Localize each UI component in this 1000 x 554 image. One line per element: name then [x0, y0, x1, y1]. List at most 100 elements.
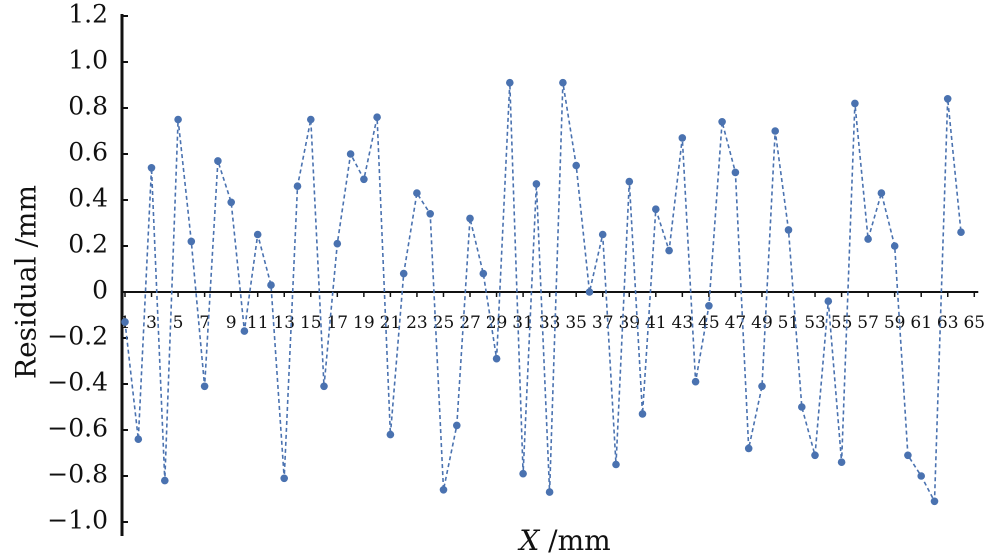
data-point	[864, 235, 872, 243]
axes-group: 1.2 1.0 0.8 0.6 0.4 0.2 0 −0.2 −0.4 −0.6 −0.8 −1.0 1…	[47, 0, 985, 536]
data-point	[559, 78, 567, 87]
data-point	[904, 451, 912, 460]
data-point	[678, 134, 687, 142]
data-point	[731, 168, 740, 177]
x-tick-label: 5	[173, 313, 184, 333]
x-tick-label: 55	[831, 313, 853, 333]
data-point	[453, 421, 461, 430]
data-point	[890, 242, 899, 250]
y-tick-label: 0.4	[68, 184, 108, 213]
y-tick-label: 0	[92, 276, 108, 305]
data-point	[585, 288, 594, 296]
data-point	[253, 230, 262, 239]
data-point	[333, 239, 342, 248]
x-tick-label: 53	[804, 313, 826, 333]
data-point	[638, 410, 647, 418]
x-tick-label: 41	[645, 313, 667, 333]
x-tick-label: 37	[592, 313, 614, 333]
data-point	[943, 95, 952, 103]
data-point	[267, 281, 275, 289]
data-point	[758, 382, 766, 391]
y-tick-label: 1.0	[68, 46, 108, 75]
data-point	[598, 230, 607, 239]
data-point	[532, 180, 541, 188]
x-tick-label: 9	[226, 313, 237, 333]
x-tick-label: 7	[199, 313, 210, 333]
data-point	[784, 226, 793, 234]
data-point	[572, 161, 580, 170]
data-point	[652, 205, 660, 213]
data-point	[161, 476, 169, 485]
x-tick-label: 51	[778, 313, 800, 333]
x-tick-label: 21	[380, 313, 402, 333]
data-point	[917, 472, 925, 480]
series-group	[121, 78, 965, 506]
data-point	[439, 486, 448, 494]
x-tick-label: 47	[725, 313, 747, 333]
data-point	[479, 269, 488, 278]
data-point	[134, 435, 143, 444]
x-axis-unit: /mm	[539, 524, 610, 554]
data-point	[466, 214, 474, 223]
x-tick-label: 23	[406, 313, 428, 333]
x-tick-label: 59	[884, 313, 906, 333]
data-point	[346, 150, 355, 158]
x-tick-label: 39	[618, 313, 640, 333]
data-point	[824, 297, 833, 306]
data-point	[744, 444, 753, 453]
y-tick-label: 0.2	[68, 230, 108, 259]
data-point	[612, 460, 620, 469]
x-axis-title: X /mm	[517, 524, 610, 554]
data-point	[373, 113, 381, 121]
data-point	[877, 189, 886, 197]
data-point	[665, 246, 673, 255]
series-line	[124, 82, 962, 505]
x-tick-label: 3	[146, 313, 157, 333]
x-tick-label: 19	[353, 313, 375, 333]
data-point	[691, 377, 700, 386]
data-point	[174, 115, 182, 124]
data-point	[426, 210, 435, 218]
y-tick-label: 0.6	[68, 138, 108, 167]
y-tick-label: 0.8	[68, 92, 108, 121]
y-axis-title-group: Residual /mm	[10, 185, 43, 379]
x-tick-label: 25	[433, 313, 455, 333]
data-point	[240, 327, 249, 335]
x-tick-label: 49	[751, 313, 773, 333]
x-tick-label: 17	[326, 313, 348, 333]
data-point	[227, 198, 235, 207]
y-axis-title: Residual /mm	[10, 185, 43, 379]
data-point	[705, 302, 713, 310]
x-axis-variable: X	[517, 524, 540, 554]
data-point	[506, 78, 514, 87]
x-tick-label: 29	[486, 313, 508, 333]
data-point	[718, 118, 726, 126]
data-point	[200, 382, 209, 391]
y-tick-label: −1.0	[47, 506, 108, 535]
data-point	[413, 189, 421, 197]
y-tick-label: −0.4	[47, 368, 108, 397]
y-tick-label: −0.2	[47, 322, 108, 351]
x-tick-label: 33	[539, 313, 561, 333]
y-tick-label: 1.2	[68, 0, 108, 29]
data-point	[293, 182, 302, 190]
data-point	[851, 99, 859, 108]
data-point	[121, 318, 129, 326]
data-point	[545, 488, 554, 496]
x-tick-label: 65	[963, 313, 985, 333]
data-point	[386, 430, 395, 439]
y-tick-label: −0.8	[47, 460, 108, 489]
data-point	[957, 228, 965, 236]
x-tick-label: 57	[857, 313, 879, 333]
data-point	[519, 469, 527, 478]
data-point	[360, 175, 368, 184]
data-point	[625, 177, 634, 186]
data-point	[214, 157, 222, 165]
x-tick-label: 15	[300, 313, 322, 333]
data-point	[280, 474, 289, 483]
x-tick-label: 43	[672, 313, 694, 333]
x-tick-label: 45	[698, 313, 720, 333]
data-point	[492, 354, 501, 363]
data-point	[320, 382, 328, 391]
